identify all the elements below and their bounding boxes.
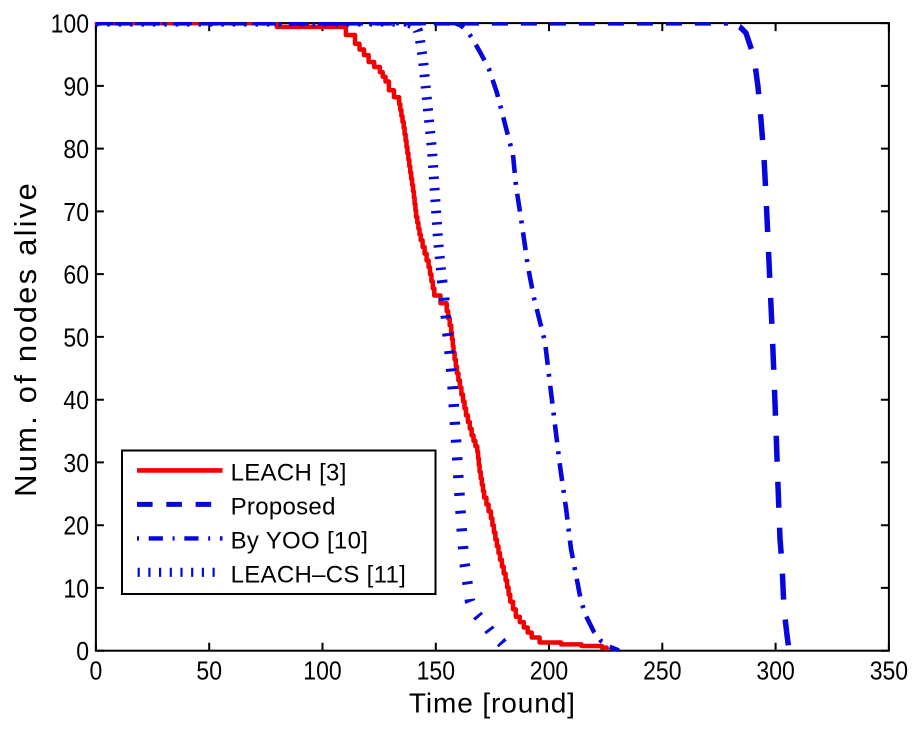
svg-text:90: 90: [63, 71, 89, 101]
svg-text:LEACH–CS [11]: LEACH–CS [11]: [231, 562, 407, 589]
svg-text:200: 200: [530, 656, 568, 686]
svg-text:0: 0: [76, 636, 89, 666]
svg-text:50: 50: [196, 656, 222, 686]
svg-text:60: 60: [63, 260, 89, 290]
svg-text:250: 250: [643, 656, 681, 686]
svg-text:300: 300: [756, 656, 794, 686]
svg-text:0: 0: [90, 656, 103, 686]
svg-text:Num. of nodes alive: Num. of nodes alive: [8, 181, 43, 497]
svg-text:150: 150: [417, 656, 455, 686]
svg-text:40: 40: [63, 385, 89, 415]
svg-text:100: 100: [303, 656, 341, 686]
svg-text:50: 50: [63, 322, 89, 352]
svg-text:Proposed: Proposed: [231, 494, 336, 521]
svg-text:20: 20: [63, 511, 89, 541]
svg-text:350: 350: [870, 656, 908, 686]
svg-text:100: 100: [51, 9, 89, 39]
svg-text:70: 70: [63, 197, 89, 227]
svg-text:Time [round]: Time [round]: [409, 688, 576, 719]
svg-text:80: 80: [63, 134, 89, 164]
svg-text:LEACH [3]: LEACH [3]: [231, 460, 347, 487]
svg-text:10: 10: [63, 573, 89, 603]
svg-text:By YOO [10]: By YOO [10]: [231, 528, 369, 555]
svg-text:30: 30: [63, 448, 89, 478]
